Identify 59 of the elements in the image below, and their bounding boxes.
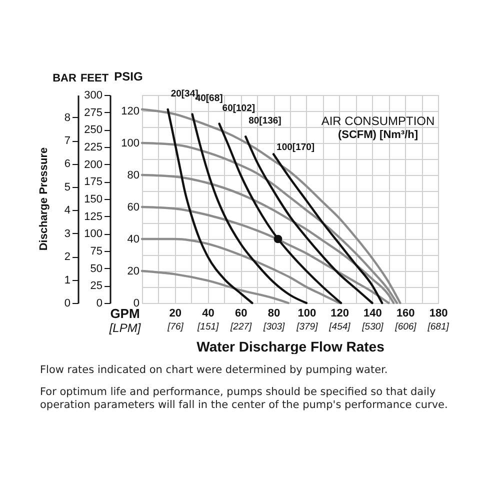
text: [LPM] bbox=[108, 321, 142, 335]
y3-tick-label: 0 bbox=[64, 298, 70, 310]
y2-tick-label: 150 bbox=[84, 194, 102, 206]
y3-tick-label: 6 bbox=[64, 158, 70, 170]
y-axis-title: PSIG bbox=[114, 70, 143, 84]
annotation: AIR CONSUMPTION bbox=[321, 114, 435, 128]
y2-tick-label: 25 bbox=[90, 280, 102, 292]
y-tick-label: 40 bbox=[127, 234, 140, 246]
y3-tick-label: 4 bbox=[64, 204, 70, 217]
series-label: 80[136] bbox=[248, 116, 282, 127]
x-tick-label: 40 bbox=[202, 308, 214, 320]
y-tick-label: 20 bbox=[127, 266, 140, 278]
y3-tick-label: 7 bbox=[64, 135, 70, 147]
y2-tick-label: 50 bbox=[90, 262, 102, 275]
series-label: 40[68] bbox=[195, 93, 223, 104]
text: For optimum life and performance, pumps should be specified so that daily operation parameters will fall in the center of the pump's performance curve. bbox=[40, 386, 449, 413]
y3-tick-label: 1 bbox=[64, 274, 70, 286]
x-tick-label: 140 bbox=[364, 308, 382, 320]
y2-tick-label: 100 bbox=[84, 228, 102, 240]
y2-tick-label: 75 bbox=[90, 246, 102, 258]
x-tick-label: 120 bbox=[330, 308, 350, 320]
x2-tick-label: [76] bbox=[166, 322, 184, 332]
x2-tick-label: [303] bbox=[262, 322, 286, 332]
y2-tick-label: 125 bbox=[84, 210, 102, 223]
x-tick-label: 160 bbox=[396, 308, 415, 320]
x-tick-label: 80 bbox=[268, 308, 280, 320]
x-tick-label: 20 bbox=[169, 308, 182, 320]
x2-tick-label: [606] bbox=[394, 322, 417, 332]
x-tick-label: 60 bbox=[235, 308, 248, 320]
annotation: (SCFM) [Nm³/h] bbox=[338, 129, 418, 141]
x2-tick-label: [530] bbox=[361, 322, 384, 332]
series-label: 100[170] bbox=[276, 142, 315, 154]
y3-tick-label: 8 bbox=[64, 112, 70, 124]
y2-tick-label: 275 bbox=[84, 106, 102, 119]
y-tick-label: 60 bbox=[127, 202, 140, 214]
y-tick-label: 80 bbox=[127, 170, 140, 182]
x2-tick-label: [681] bbox=[426, 322, 450, 332]
y2-tick-label: 300 bbox=[84, 90, 102, 102]
y-tick-label: 120 bbox=[121, 106, 140, 118]
series-label: 60[102] bbox=[222, 102, 256, 114]
y3-tick-label: 5 bbox=[64, 181, 70, 194]
y3-tick-label: 2 bbox=[64, 251, 70, 264]
y2-tick-label: 250 bbox=[84, 124, 102, 136]
y-tick-label: 100 bbox=[121, 138, 140, 150]
text: Discharge Pressure bbox=[38, 147, 50, 251]
text: Flow rates indicated on chart were determined by pumping water. bbox=[40, 364, 389, 378]
y2-tick-label: 175 bbox=[84, 176, 102, 188]
x2-tick-label: [454] bbox=[328, 322, 351, 332]
y3-axis-title: BAR bbox=[52, 72, 76, 84]
y2-axis-title: FEET bbox=[80, 72, 109, 84]
x2-tick-label: [151] bbox=[196, 322, 220, 332]
y2-tick-label: 225 bbox=[84, 142, 102, 154]
y3-tick-label: 3 bbox=[64, 228, 70, 240]
y2-tick-label: 0 bbox=[96, 298, 102, 310]
x2-tick-label: [227] bbox=[230, 322, 252, 332]
x-tick-label: 180 bbox=[429, 308, 448, 320]
y2-tick-label: 200 bbox=[84, 158, 102, 171]
x2-tick-label: [379] bbox=[296, 322, 318, 332]
x-tick-label: 100 bbox=[298, 308, 316, 320]
